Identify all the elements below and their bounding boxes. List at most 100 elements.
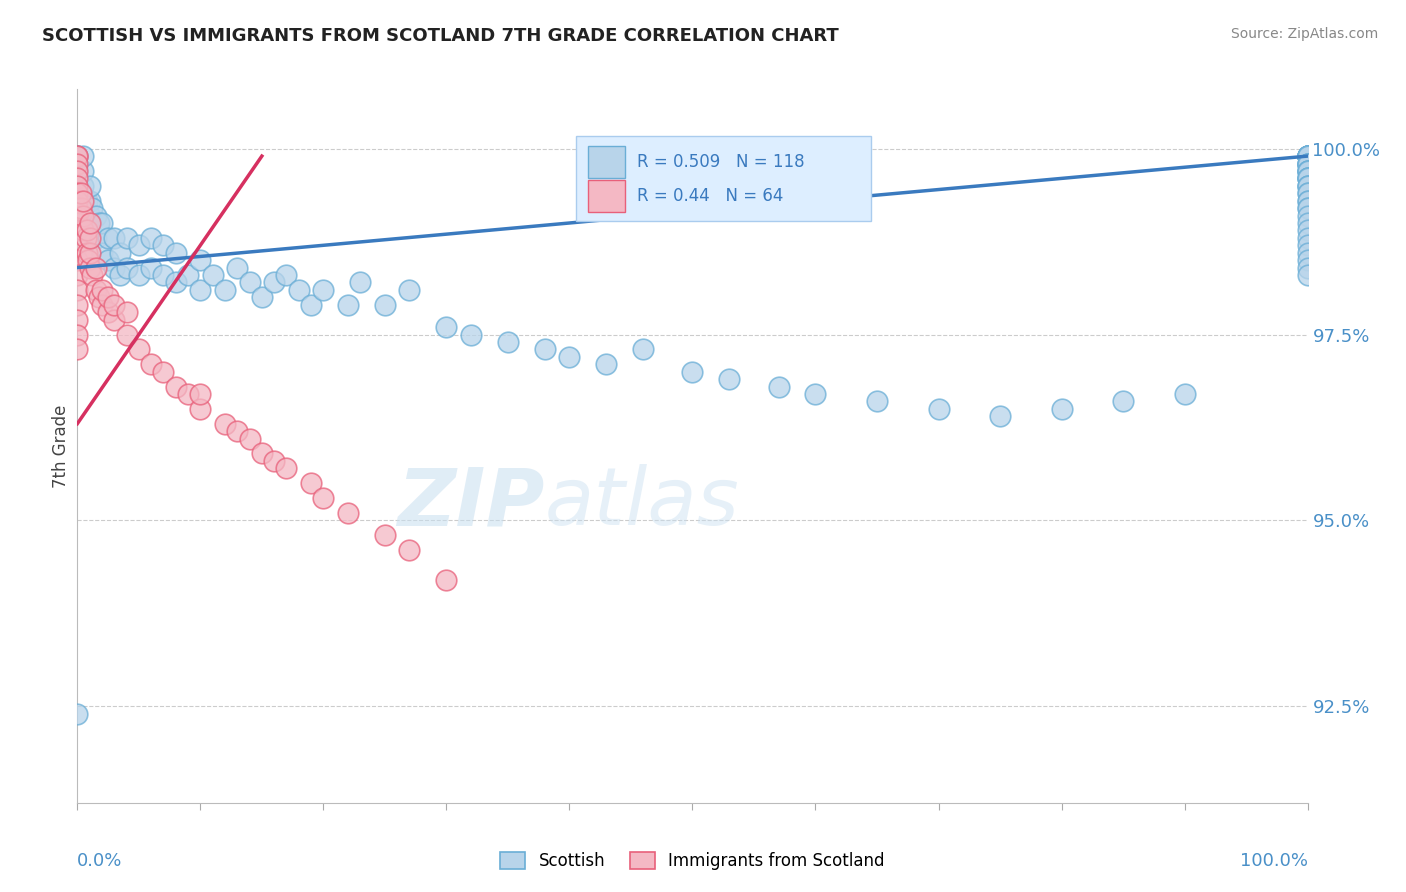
Point — [84, 231, 107, 245]
Point — [165, 245, 187, 260]
Point — [66, 156, 89, 170]
Point — [76, 216, 98, 230]
Point — [79, 260, 101, 275]
Point — [177, 268, 200, 282]
Point — [72, 223, 94, 237]
Point — [66, 253, 89, 268]
Point — [66, 186, 89, 201]
Point — [66, 149, 89, 163]
Point — [1296, 164, 1319, 178]
Point — [76, 245, 98, 260]
Point — [72, 164, 94, 178]
Point — [250, 290, 273, 304]
Point — [66, 178, 89, 193]
Point — [374, 528, 396, 542]
Point — [76, 194, 98, 208]
Point — [804, 387, 827, 401]
Point — [66, 156, 89, 170]
Point — [1174, 387, 1197, 401]
Point — [66, 268, 89, 282]
Point — [66, 283, 89, 297]
Point — [299, 298, 322, 312]
Point — [1296, 164, 1319, 178]
Text: ZIP: ZIP — [398, 464, 546, 542]
Point — [1296, 149, 1319, 163]
Point — [312, 283, 335, 297]
Point — [1296, 156, 1319, 170]
Point — [1296, 171, 1319, 186]
Point — [1296, 149, 1319, 163]
Point — [263, 276, 285, 290]
Point — [190, 253, 212, 268]
Point — [558, 350, 581, 364]
Point — [115, 327, 138, 342]
Point — [1296, 149, 1319, 163]
Point — [276, 268, 298, 282]
Point — [89, 216, 111, 230]
Point — [75, 231, 97, 245]
Point — [1296, 253, 1319, 268]
Point — [633, 343, 655, 357]
Point — [90, 283, 114, 297]
Point — [89, 290, 111, 304]
Point — [1296, 149, 1319, 163]
Point — [66, 194, 89, 208]
Point — [1296, 149, 1319, 163]
Point — [1296, 201, 1319, 215]
Point — [1296, 186, 1319, 201]
Point — [66, 238, 89, 252]
Point — [103, 231, 125, 245]
Point — [66, 149, 89, 163]
Point — [1296, 156, 1319, 170]
Point — [1296, 223, 1319, 237]
Point — [97, 231, 120, 245]
Point — [66, 201, 89, 215]
Point — [84, 260, 107, 275]
Point — [77, 253, 100, 268]
Point — [214, 283, 236, 297]
Point — [103, 298, 125, 312]
Point — [239, 276, 262, 290]
Point — [1296, 260, 1319, 275]
Point — [79, 216, 101, 230]
Point — [1296, 164, 1319, 178]
Point — [1296, 231, 1319, 245]
Point — [1296, 178, 1319, 193]
Point — [90, 245, 114, 260]
Point — [72, 149, 94, 163]
Point — [141, 357, 163, 371]
Point — [398, 283, 420, 297]
Legend: Scottish, Immigrants from Scotland: Scottish, Immigrants from Scotland — [494, 845, 891, 877]
Point — [152, 238, 174, 252]
Point — [1296, 245, 1319, 260]
Point — [79, 231, 101, 245]
Point — [90, 216, 114, 230]
Point — [312, 491, 335, 505]
Point — [128, 268, 150, 282]
Point — [66, 149, 89, 163]
Point — [72, 209, 94, 223]
Point — [66, 171, 89, 186]
Point — [177, 387, 200, 401]
Point — [263, 454, 285, 468]
Point — [66, 298, 89, 312]
Text: Source: ZipAtlas.com: Source: ZipAtlas.com — [1230, 27, 1378, 41]
Point — [66, 327, 89, 342]
Point — [66, 209, 89, 223]
Point — [79, 194, 101, 208]
Point — [84, 209, 107, 223]
Point — [97, 305, 120, 319]
Point — [1296, 156, 1319, 170]
Point — [1296, 156, 1319, 170]
Point — [496, 334, 519, 349]
Point — [988, 409, 1011, 424]
Point — [201, 268, 224, 282]
Point — [250, 446, 273, 460]
Point — [70, 201, 93, 215]
Point — [97, 253, 120, 268]
Point — [299, 476, 322, 491]
Point — [141, 231, 163, 245]
Point — [115, 260, 138, 275]
Point — [214, 417, 236, 431]
Point — [152, 268, 174, 282]
